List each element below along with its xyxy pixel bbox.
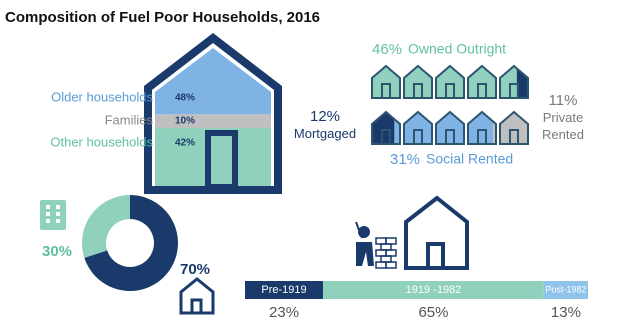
value-label: 13% [551,304,581,321]
mortgaged-label: 12% Mortgaged [290,108,360,142]
stack-segment [155,48,271,115]
era-house-icon [404,195,469,270]
icon-segment [404,112,432,144]
category-label: Families [105,112,154,127]
category-label: Post-1982 [545,284,586,294]
house-icon [436,66,464,98]
stack-segment [155,128,271,186]
category-label: Older households [51,89,153,104]
bar-segment [323,281,544,299]
icon-segment [516,66,528,98]
house-icon [372,66,400,98]
house-icon [468,112,496,144]
icon-door [381,129,391,145]
icon-door [509,129,519,145]
house-fill [155,48,271,186]
category-label: Owned Outright [408,41,506,57]
icon-segment [468,66,496,98]
icon-segment [394,112,400,144]
category-label: Other households [50,134,153,149]
icon-door [445,83,455,99]
value-label: 23% [269,304,299,321]
icon-door [477,129,487,145]
small-house-icon [179,277,215,315]
private-value: 11% [548,92,578,109]
icon-segment [468,112,494,144]
icon-segment [404,66,432,98]
value-label: 70% [180,261,210,278]
builder-icon [355,221,397,269]
category-label: 1919 -1982 [406,284,462,296]
house-icon [500,66,528,98]
category-label: Social Rented [426,151,513,167]
house-icon [404,112,432,144]
private-label: 11% Private Rented [538,92,588,143]
icon-segment [436,112,464,144]
icon-segment [436,66,464,98]
mortgaged-value: 12% [309,108,341,125]
house-icon [436,112,464,144]
house-icon [404,66,432,98]
value-label: 30% [42,243,72,260]
bar-segment [543,281,588,299]
value-label: 65% [418,304,448,321]
value-label: 48% [175,93,195,104]
donut-slice [84,195,178,291]
apartment-icon [40,200,66,230]
icon-door [445,129,455,145]
house-icon [372,112,400,144]
chart-title: Composition of Fuel Poor Households, 201… [5,9,320,26]
bar-segment [245,281,324,299]
value-label: 42% [175,138,195,149]
icon-segment [493,112,496,144]
house-door [205,130,238,190]
icon-door [477,83,487,99]
icon-segment [500,112,528,144]
mortgaged-category: Mortgaged [293,126,357,141]
house-icon [500,112,528,144]
icon-door [413,129,423,145]
value-label: 31% [390,151,420,168]
private-category: Private Rented [542,110,584,142]
category-label: Pre-1919 [261,284,306,296]
donut-slice [82,195,130,258]
icon-door [509,83,519,99]
icon-door [413,83,423,99]
icon-door [381,83,391,99]
house-icon [468,66,496,98]
value-label: 46% [372,41,402,58]
stack-segment [155,114,271,129]
icon-segment [372,66,400,98]
value-label: 10% [175,116,195,127]
